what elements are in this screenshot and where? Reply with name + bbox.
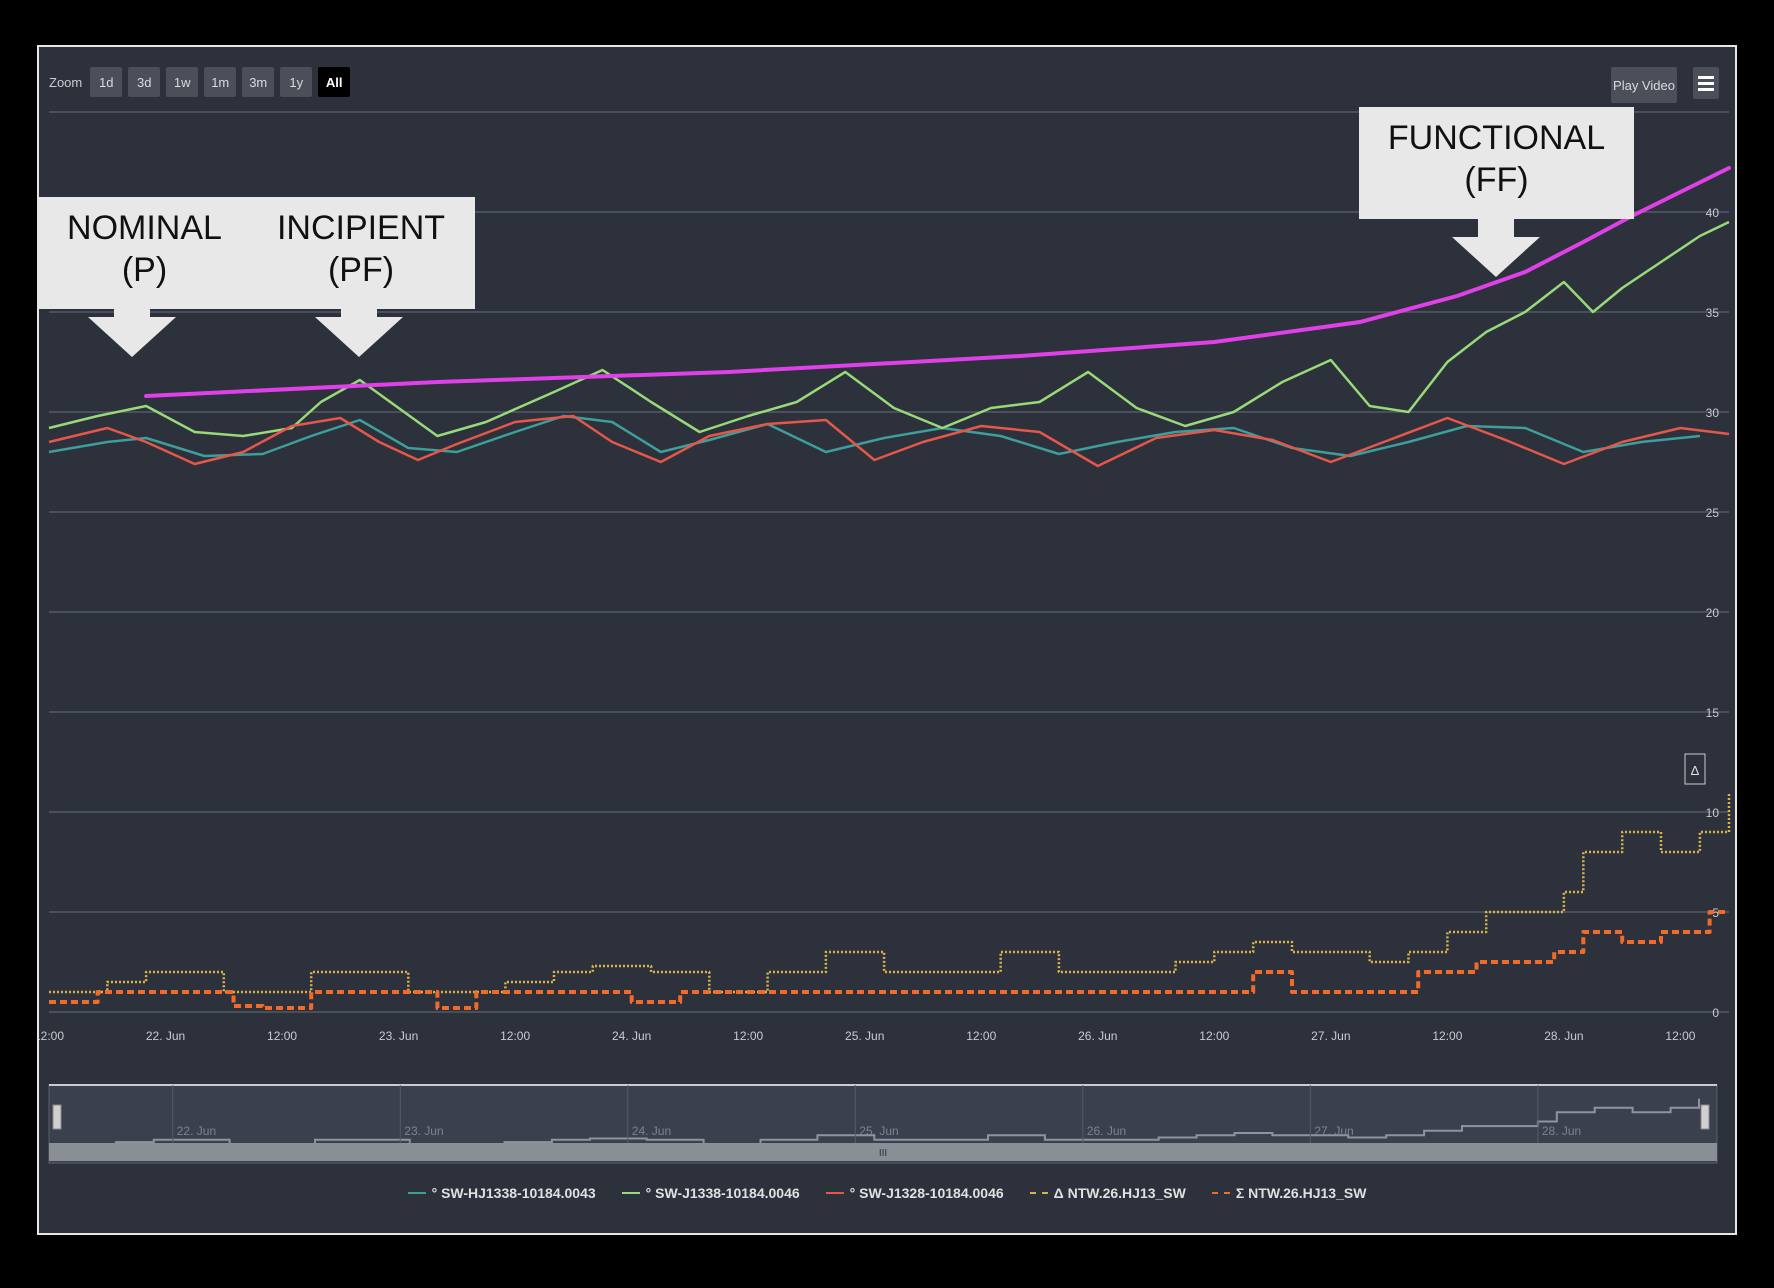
x-tick-label: 22. Jun <box>146 1029 185 1043</box>
x-tick-label: 24. Jun <box>612 1029 651 1043</box>
callout-title: INCIPIENT <box>277 209 445 247</box>
y-tick-label: 25 <box>1706 506 1720 520</box>
x-tick-label: 12:00 <box>1665 1029 1695 1043</box>
callout-arrow <box>1452 219 1540 277</box>
callout-subtitle: (FF) <box>1464 161 1528 199</box>
legend-label: ° SW-J1338-10184.0046 <box>645 1185 800 1201</box>
y-tick-label: 10 <box>1706 806 1720 820</box>
chart-frame: Zoom 1d 3d 1w 1m 3m 1y All Play Video 0 5… <box>37 45 1737 1235</box>
y-tick-label: 0 <box>1712 1006 1719 1020</box>
legend-label: Δ NTW.26.HJ13_SW <box>1053 1185 1186 1201</box>
legend-swatch <box>1029 1192 1048 1194</box>
callout-title: NOMINAL <box>67 209 222 247</box>
legend-swatch <box>825 1192 844 1194</box>
x-tick-label: 12:00 <box>500 1029 530 1043</box>
navigator-scrollbar <box>49 1143 1717 1161</box>
zoom-all-button[interactable]: All <box>318 67 351 97</box>
navigator-right-handle <box>1700 1104 1710 1130</box>
callout-subtitle: (PF) <box>328 251 394 289</box>
legend-item[interactable]: ° SW-HJ1338-10184.0043 <box>407 1185 596 1201</box>
navigator-label: 23. Jun <box>404 1124 443 1138</box>
zoom-1m-button[interactable]: 1m <box>204 67 237 97</box>
zoom-1y-button[interactable]: 1y <box>280 67 313 97</box>
x-tick-label: 26. Jun <box>1078 1029 1117 1043</box>
y-tick-label: 35 <box>1706 306 1720 320</box>
chart-legend: ° SW-HJ1338-10184.0043 ° SW-J1338-10184.0… <box>39 1185 1735 1201</box>
zoom-3d-button[interactable]: 3d <box>128 67 161 97</box>
hamburger-menu-icon[interactable] <box>1693 67 1719 99</box>
x-tick-label: 12:00 <box>39 1029 64 1043</box>
navigator-label: 24. Jun <box>632 1124 671 1138</box>
callout-arrow <box>315 309 403 357</box>
x-tick-label: 12:00 <box>966 1029 996 1043</box>
x-tick-label: 12:00 <box>1432 1029 1462 1043</box>
x-tick-label: 28. Jun <box>1544 1029 1583 1043</box>
callout-subtitle: (P) <box>122 251 167 289</box>
trend-line <box>144 166 1731 398</box>
legend-label: Σ NTW.26.HJ13_SW <box>1235 1185 1367 1201</box>
legend-item[interactable]: Σ NTW.26.HJ13_SW <box>1211 1185 1367 1201</box>
zoom-1d-button[interactable]: 1d <box>90 67 123 97</box>
x-tick-label: 12:00 <box>1199 1029 1229 1043</box>
navigator-scroll-handle: III <box>879 1148 887 1159</box>
legend-swatch <box>1211 1192 1230 1194</box>
navigator-left-handle <box>52 1104 62 1130</box>
legend-item[interactable]: ° SW-J1338-10184.0046 <box>621 1185 800 1201</box>
delta-marker-label: Δ <box>1691 763 1700 778</box>
callout-title: FUNCTIONAL <box>1388 119 1605 157</box>
x-tick-label: 12:00 <box>733 1029 763 1043</box>
zoom-label: Zoom <box>49 74 83 90</box>
x-tick-label: 25. Jun <box>845 1029 884 1043</box>
x-tick-label: 27. Jun <box>1311 1029 1350 1043</box>
legend-label: ° SW-J1328-10184.0046 <box>849 1185 1004 1201</box>
legend-swatch <box>407 1192 426 1194</box>
zoom-3m-button[interactable]: 3m <box>242 67 275 97</box>
callout-arrow <box>88 309 176 357</box>
legend-item[interactable]: Δ NTW.26.HJ13_SW <box>1029 1185 1186 1201</box>
navigator-label: 22. Jun <box>177 1124 216 1138</box>
zoom-1w-button[interactable]: 1w <box>166 67 199 97</box>
series-line-orange <box>49 910 1729 1010</box>
series-line-teal <box>48 414 1701 458</box>
x-tick-label: 23. Jun <box>379 1029 418 1043</box>
legend-swatch <box>621 1192 640 1194</box>
navigator-label: 27. Jun <box>1314 1124 1353 1138</box>
x-tick-label: 12:00 <box>267 1029 297 1043</box>
callout-box <box>1359 107 1634 219</box>
navigator-label: 25. Jun <box>859 1124 898 1138</box>
y-tick-label: 20 <box>1706 606 1720 620</box>
delta-marker-box <box>1684 753 1706 785</box>
navigator-label: 26. Jun <box>1087 1124 1126 1138</box>
y-tick-label: 5 <box>1712 906 1719 920</box>
y-tick-label: 40 <box>1706 206 1720 220</box>
callout-box <box>39 197 252 309</box>
play-video-button[interactable]: Play Video <box>1611 67 1677 103</box>
legend-item[interactable]: ° SW-J1328-10184.0046 <box>825 1185 1004 1201</box>
callout-box <box>247 197 475 309</box>
zoom-bar: Zoom 1d 3d 1w 1m 3m 1y All <box>49 67 351 97</box>
legend-label: ° SW-HJ1338-10184.0043 <box>431 1185 596 1201</box>
navigator-label: 28. Jun <box>1542 1124 1581 1138</box>
series-line-yellow <box>49 792 1731 994</box>
series-line-green <box>48 220 1730 438</box>
y-tick-label: 15 <box>1706 706 1720 720</box>
line-chart: 0 5 10 15 20 25 30 35 40 12:00 22. Jun 12:00 23. Ju… <box>39 107 1731 1164</box>
y-tick-label: 30 <box>1706 406 1720 420</box>
series-line-red <box>48 414 1730 468</box>
